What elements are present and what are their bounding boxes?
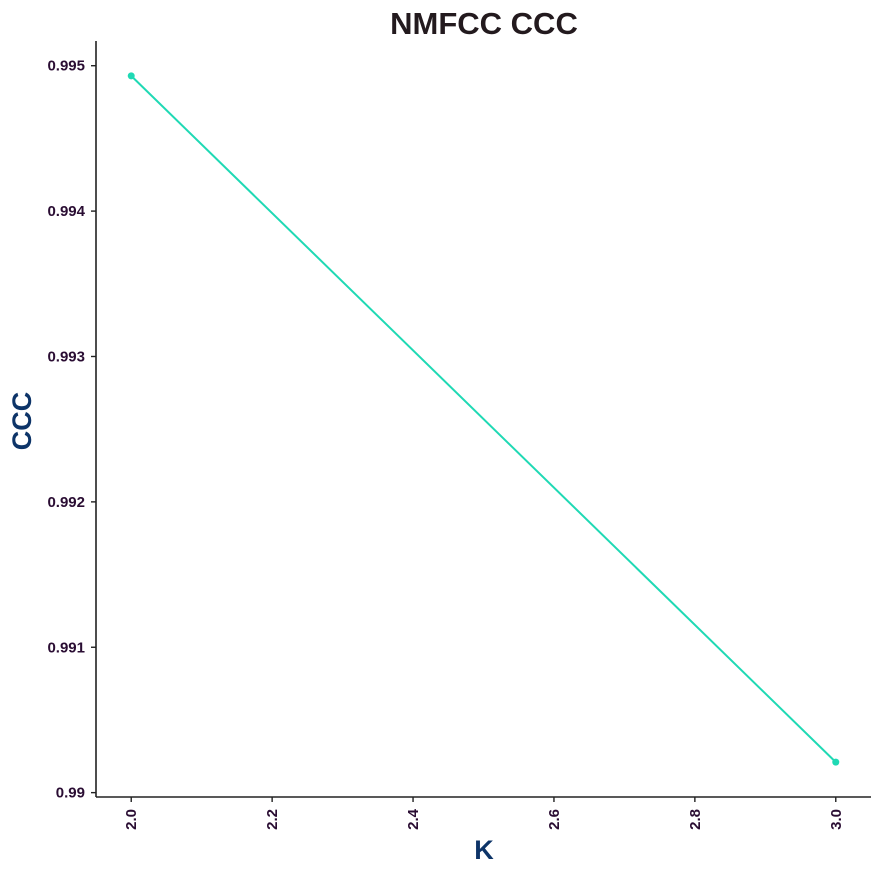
y-tick-label: 0.995 — [47, 58, 85, 75]
x-tick-label: 2.4 — [405, 808, 422, 830]
y-tick-label: 0.992 — [47, 494, 85, 511]
y-tick-label: 0.99 — [56, 785, 85, 802]
plot-area: 0.99 0.991 0.992 0.993 0.994 0.995 2.0 2.2 2.4 2.… — [47, 41, 871, 830]
y-tick-label: 0.994 — [47, 203, 85, 220]
chart-title: NMFCC CCC — [390, 6, 578, 41]
y-axis-label: CCC — [7, 392, 37, 451]
x-tick-label: 2.8 — [687, 809, 704, 830]
x-tick-label: 2.6 — [546, 809, 563, 830]
x-tick-label: 2.2 — [264, 809, 281, 830]
x-axis-label: K — [474, 835, 494, 865]
data-point — [832, 758, 840, 766]
y-tick-label: 0.993 — [47, 348, 85, 365]
x-tick-label: 3.0 — [828, 809, 845, 830]
data-point — [127, 72, 135, 80]
y-tick-label: 0.991 — [47, 639, 85, 656]
series-line — [130, 75, 837, 763]
x-tick-label: 2.0 — [123, 809, 140, 830]
